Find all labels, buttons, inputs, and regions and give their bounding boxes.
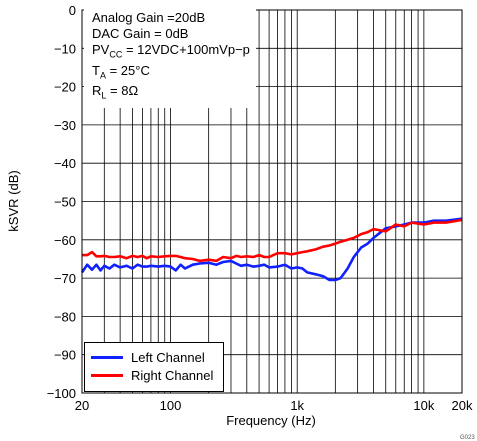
condition-supply: PVCC = 12VDC+100mVp−p xyxy=(92,42,250,60)
y-tick-labels: 0 −10 −20 −30 −40 −50 −60 −70 −80 −90 −100 xyxy=(47,3,76,401)
x-tick-labels: 20 100 1k 10k 20k xyxy=(75,398,473,413)
legend-swatch-left xyxy=(91,356,123,360)
x-tick-label: 10k xyxy=(413,398,434,413)
condition-temperature: TA = 25°C xyxy=(92,62,150,81)
condition-analog-gain: Analog Gain =20dB xyxy=(92,10,206,25)
series-line-right xyxy=(82,218,463,263)
y-tick-label: −50 xyxy=(54,195,76,210)
series-line-left xyxy=(80,217,463,282)
legend: Left Channel Right Channel xyxy=(84,342,224,392)
y-tick-label: 0 xyxy=(69,3,76,18)
legend-label-left: Left Channel xyxy=(131,350,205,365)
y-tick-label: −70 xyxy=(54,271,76,286)
series-lines xyxy=(80,217,463,282)
test-conditions-box: Analog Gain =20dB DAC Gain = 0dB PVCC = … xyxy=(84,6,256,108)
figure-code: G023 xyxy=(460,435,475,441)
condition-load: RL = 8Ω xyxy=(92,83,139,101)
y-axis-title: kSVR (dB) xyxy=(6,170,21,231)
plot-frame xyxy=(81,9,463,394)
y-tick-label: −90 xyxy=(54,348,76,363)
y-tick-label: −10 xyxy=(54,41,76,56)
y-tick-label: −100 xyxy=(47,386,76,401)
legend-item-left: Left Channel xyxy=(91,350,205,366)
x-tick-label: 20k xyxy=(452,398,473,413)
legend-swatch-right xyxy=(91,374,123,378)
legend-label-right: Right Channel xyxy=(131,368,214,383)
y-tick-label: −20 xyxy=(54,80,76,95)
y-tick-label: −30 xyxy=(54,118,76,133)
y-tick-label: −80 xyxy=(54,309,76,324)
y-tick-label: −60 xyxy=(54,233,76,248)
condition-dac-gain: DAC Gain = 0dB xyxy=(92,26,189,41)
x-axis-title: Frequency (Hz) xyxy=(226,413,316,428)
y-tick-label: −40 xyxy=(54,156,76,171)
legend-item-right: Right Channel xyxy=(91,368,213,384)
x-tick-label: 1k xyxy=(290,398,304,413)
x-tick-label: 100 xyxy=(160,398,182,413)
x-tick-label: 20 xyxy=(75,398,89,413)
